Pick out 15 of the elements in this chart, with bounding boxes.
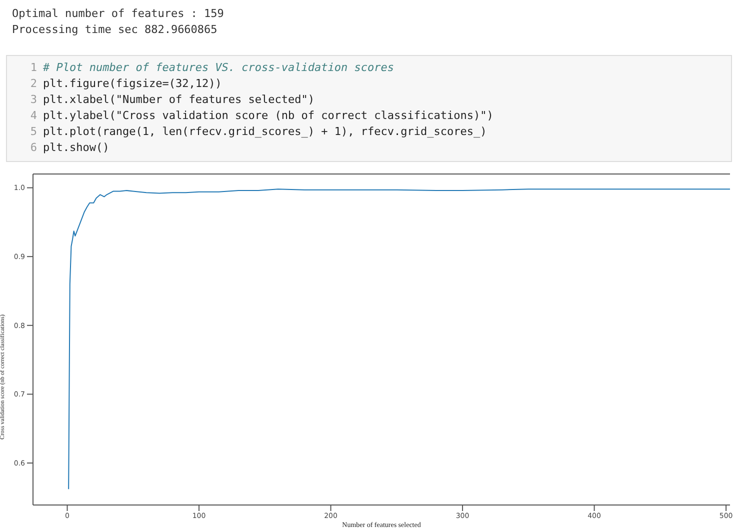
text: plt.figure(figsize=(32,12)) [43,76,222,92]
text: 2 [29,76,38,92]
text: plt.plot(range(1, len(rfecv.grid_scores_) + 1), rfecv.grid_scores_) [43,124,487,140]
text: 1 [29,60,38,76]
line-series [68,188,730,490]
text: plt.show() [43,140,110,156]
text: Processing time sec 882.9660865 [12,22,218,38]
text: Optimal number of features : 159 [12,6,224,22]
text: plt.xlabel("Number of features selected") [43,92,315,108]
text: 6 [29,140,38,156]
text: 3 [29,92,38,108]
text: 4 [29,108,38,124]
text: plt.ylabel("Cross validation score (nb of correct classifications)") [43,108,494,124]
text: # Plot number of features VS. cross-validation scores [43,60,394,76]
text: 5 [29,124,38,140]
